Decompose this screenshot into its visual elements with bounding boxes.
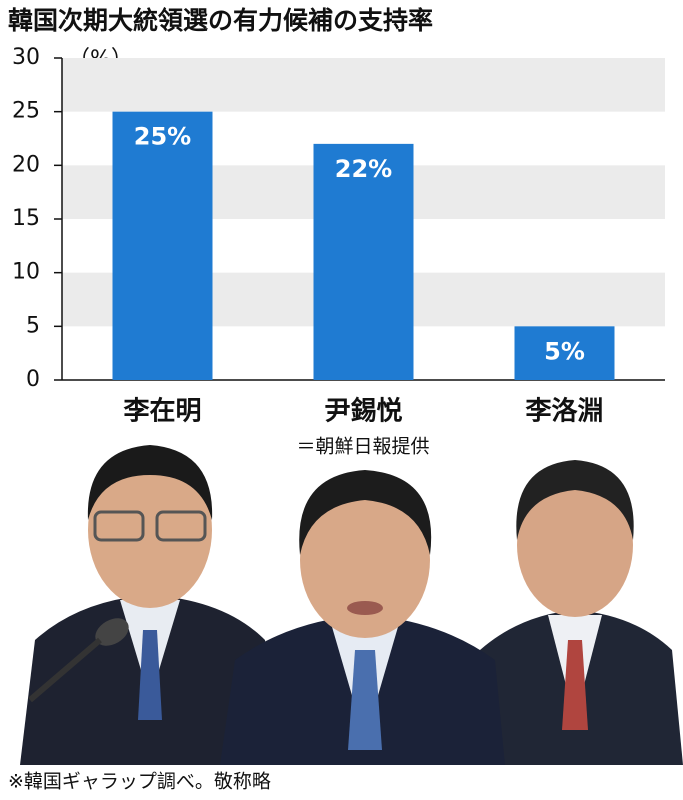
y-tick-label: 0 [26,367,40,392]
y-tick-label: 15 [12,206,40,231]
bar [313,143,414,380]
x-tick-label: 李在明 [122,397,201,427]
x-tick-label: 尹錫悦 [324,396,402,427]
y-tick-label: 10 [12,260,40,285]
bar [112,111,213,381]
value-label: 22% [335,155,392,183]
photo-credit: ＝朝鮮日報提供 [296,436,429,458]
x-tick-label: 李洛淵 [524,396,603,427]
candidate-photos [0,445,683,765]
value-label: 5% [544,337,585,365]
chart-title: 韓国次期大統領選の有力候補の支持率 [8,6,433,35]
bar [514,326,615,380]
grid-band [62,58,665,112]
y-tick-label: 5 [26,313,40,338]
footnote: ※韓国ギャラップ調べ。敬称略 [8,771,271,793]
value-label: 25% [134,123,191,151]
y-tick-label: 25 [12,99,40,124]
y-tick-label: 20 [12,152,40,177]
y-tick-label: 30 [12,45,40,70]
